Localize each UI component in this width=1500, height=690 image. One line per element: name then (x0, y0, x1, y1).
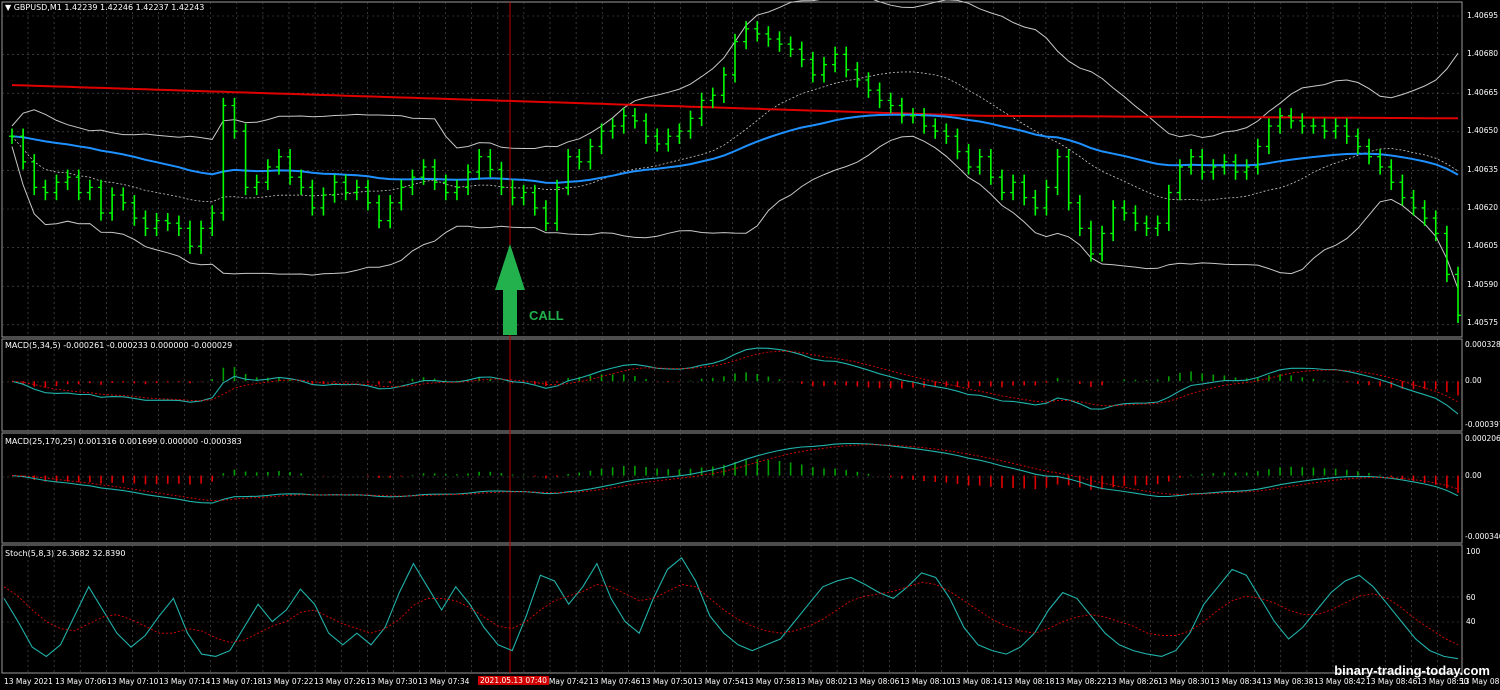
panel-frame-2 (1, 432, 1463, 544)
price-tick-label: 1.40665 (1467, 87, 1499, 97)
price-tick-label: 1.40575 (1467, 318, 1499, 327)
price-panel-header: ▼ GBPUSD,M1 1.42239 1.42246 1.42237 1.42… (5, 3, 204, 12)
macd1-values: -0.000261 -0.000233 0.000000 -0.000029 (63, 341, 233, 350)
macd-tick-label: 0.000328 (1465, 340, 1500, 349)
price-tick-label: 1.40590 (1467, 279, 1499, 289)
macd-line (11, 443, 1459, 504)
macd1-title: MACD(5,34,5) (5, 341, 61, 350)
stoch-header: Stoch(5,8,3) 26.3682 32.8390 (5, 549, 125, 558)
time-tick-label: 13 May 08:42 (1314, 677, 1366, 686)
macd-signal-line (11, 444, 1459, 502)
time-tick-label: 13 May 07:10 (107, 677, 159, 686)
stoch-tick-label: 40 (1466, 616, 1476, 626)
time-tick-label: 13 May 08:02 (796, 677, 848, 686)
time-tick-label: 13 May 08:18 (1003, 677, 1055, 686)
stoch-title: Stoch(5,8,3) (5, 549, 55, 558)
price-tick-label: 1.40635 (1467, 164, 1499, 174)
price-tick-label: 1.40605 (1467, 241, 1499, 251)
watermark: binary-trading-today.com (1334, 663, 1490, 678)
time-tick-label: 13 May 07:58 (744, 677, 796, 686)
collapse-triangle-icon[interactable]: ▼ (5, 3, 12, 12)
macd-tick-label: 0.00 (1465, 376, 1482, 386)
stoch-tick-label: 100 (1466, 547, 1481, 556)
price-tick-label: 1.40650 (1467, 126, 1499, 136)
time-tick-label: 13 May 08:50 (1417, 677, 1469, 686)
macd1-header: MACD(5,34,5) -0.000261 -0.000233 0.00000… (5, 341, 232, 350)
stoch-values: 26.3682 32.8390 (56, 549, 126, 558)
call-arrow-icon (495, 244, 525, 335)
macd-tick-label: 0.00 (1465, 470, 1482, 480)
time-tick-label: 13 May 07:42 (537, 677, 589, 686)
ma-mid-line (11, 113, 1459, 184)
panel-frame-3 (1, 544, 1463, 674)
time-tick-label: 13 May 08:26 (1107, 677, 1159, 686)
time-tick-label: 13 May 08:10 (900, 677, 952, 686)
call-label: CALL (529, 308, 564, 323)
time-tick-label: 13 May 07:46 (589, 677, 641, 686)
symbol-title: GBPUSD,M1 (13, 3, 62, 12)
macd2-values: 0.001316 0.001699 0.000000 -0.000383 (78, 437, 242, 446)
price-tick-label: 1.40680 (1467, 49, 1499, 59)
bollinger-middle (11, 71, 1459, 203)
time-tick-label: 13 May 07:06 (55, 677, 107, 686)
time-tick-label: 13 May 07:26 (314, 677, 366, 686)
time-tick-label: 13 May 07:22 (262, 677, 314, 686)
bollinger-lower (11, 135, 1459, 289)
time-tick-label: 13 May 07:14 (159, 677, 211, 686)
time-tick-label: 13 May 08:22 (1055, 677, 1107, 686)
time-tick-label: 13 May 2021 (4, 677, 53, 686)
macd2-header: MACD(25,170,25) 0.001316 0.001699 0.0000… (5, 437, 242, 446)
panel-frame-1 (1, 338, 1463, 432)
price-tick-label: 1.40620 (1467, 202, 1499, 212)
macd-tick-label: -0.000397 (1465, 420, 1500, 429)
macd2-title: MACD(25,170,25) (5, 437, 76, 446)
time-tick-label: 13 May 08:30 (1158, 677, 1210, 686)
time-tick-label: 13 May 07:50 (641, 677, 693, 686)
time-tick-label: 13 May 07:34 (418, 677, 470, 686)
time-tick-label: 13 May 08:38 (1262, 677, 1314, 686)
time-tick-label: 13 May 08:5 (1460, 677, 1500, 686)
macd-tick-label: 0.000206 (1465, 434, 1500, 443)
time-tick-label: 13 May 07:18 (211, 677, 263, 686)
time-tick-label: 13 May 08:46 (1366, 677, 1418, 686)
stoch-signal-line (3, 581, 1459, 646)
time-tick-label: 13 May 08:14 (951, 677, 1003, 686)
stoch-main-line (3, 556, 1459, 660)
time-tick-label: 13 May 07:30 (366, 677, 418, 686)
time-tick-label: 13 May 08:06 (848, 677, 900, 686)
ma-slow-line (11, 84, 1458, 120)
time-tick-label: 13 May 07:54 (693, 677, 745, 686)
price-header-values: 1.42239 1.42246 1.42237 1.42243 (64, 3, 205, 12)
macd-line (11, 347, 1459, 415)
macd-signal-line (11, 350, 1459, 407)
time-tick-label: 13 May 08:34 (1210, 677, 1262, 686)
stoch-tick-label: 60 (1466, 593, 1476, 603)
price-tick-label: 1.40695 (1467, 11, 1499, 20)
highlighted-time-label: 2021.05.13 07:40 (478, 676, 549, 685)
macd-tick-label: -0.000346 (1465, 532, 1500, 541)
panel-frame-0 (1, 1, 1463, 338)
